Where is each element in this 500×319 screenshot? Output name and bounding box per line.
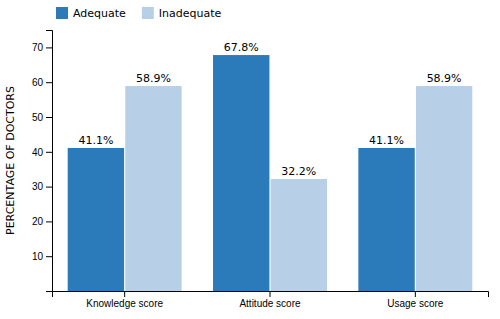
data-label: 58.9% — [136, 72, 171, 85]
data-label: 67.8% — [224, 41, 259, 54]
data-label: 58.9% — [427, 72, 462, 85]
legend-swatch — [56, 7, 68, 19]
plot: 41.1% 67.8% 41.1% 58.9% 32.2% 58.9% 10 20 30 40 50… — [32, 31, 489, 310]
data-label: 41.1% — [369, 134, 404, 147]
data-labels: 41.1% 67.8% 41.1% 58.9% 32.2% 58.9% — [78, 41, 461, 178]
y-tick-label: 50 — [32, 112, 44, 123]
legend-item: Inadequate — [142, 7, 222, 20]
bar — [416, 86, 472, 291]
legend-label: Inadequate — [159, 7, 222, 20]
x-tick: Usage score — [387, 291, 444, 309]
y-tick-mark — [46, 82, 52, 83]
bar — [213, 55, 269, 291]
bars — [68, 55, 473, 291]
x-tick-mark — [270, 291, 271, 297]
y-tick-mark — [46, 47, 52, 48]
x-axis-line — [53, 292, 489, 298]
y-tick-mark — [46, 256, 52, 257]
x-tick-mark — [124, 291, 125, 297]
data-label: 41.1% — [78, 134, 113, 147]
x-tick: Attitude score — [239, 291, 301, 309]
y-tick-mark — [46, 117, 52, 118]
x-tick: Knowledge score — [86, 291, 163, 309]
y-axis-line — [46, 31, 53, 292]
legend: Adequate Inadequate — [56, 7, 222, 20]
y-tick-label: 20 — [32, 216, 44, 227]
bar — [358, 148, 414, 291]
data-label: 32.2% — [281, 165, 316, 178]
y-tick-mark — [46, 221, 52, 222]
chart: 41.1% 67.8% 41.1% 58.9% 32.2% 58.9% 10 20 30 40 50… — [0, 0, 500, 319]
y-tick-mark — [46, 187, 52, 188]
bar — [125, 86, 181, 291]
legend-item: Adequate — [56, 7, 126, 20]
y-axis-title: PERCENTAGE OF DOCTORS — [4, 86, 17, 235]
y-tick-label: 10 — [32, 251, 44, 262]
y-tick-label: 30 — [32, 181, 44, 192]
y-tick: 70 — [32, 42, 52, 53]
bar — [271, 179, 327, 291]
y-tick: 50 — [32, 112, 52, 123]
y-tick-label: 40 — [32, 147, 44, 158]
x-tick-label: Knowledge score — [86, 298, 163, 309]
x-axis: Knowledge score Attitude score Usage score — [53, 291, 489, 309]
y-tick-label: 60 — [32, 77, 44, 88]
y-tick: 30 — [32, 181, 52, 192]
y-tick: 40 — [32, 147, 52, 158]
x-tick-mark — [415, 291, 416, 297]
y-tick: 20 — [32, 216, 52, 227]
legend-label: Adequate — [73, 7, 126, 20]
y-axis: 10 20 30 40 50 60 70 — [32, 31, 53, 292]
x-tick-label: Attitude score — [239, 298, 301, 309]
y-tick: 10 — [32, 251, 52, 262]
x-tick-label: Usage score — [387, 298, 444, 309]
y-tick: 60 — [32, 77, 52, 88]
y-tick-mark — [46, 152, 52, 153]
legend-swatch — [142, 7, 154, 19]
y-tick-label: 70 — [32, 42, 44, 53]
bar — [68, 148, 124, 291]
